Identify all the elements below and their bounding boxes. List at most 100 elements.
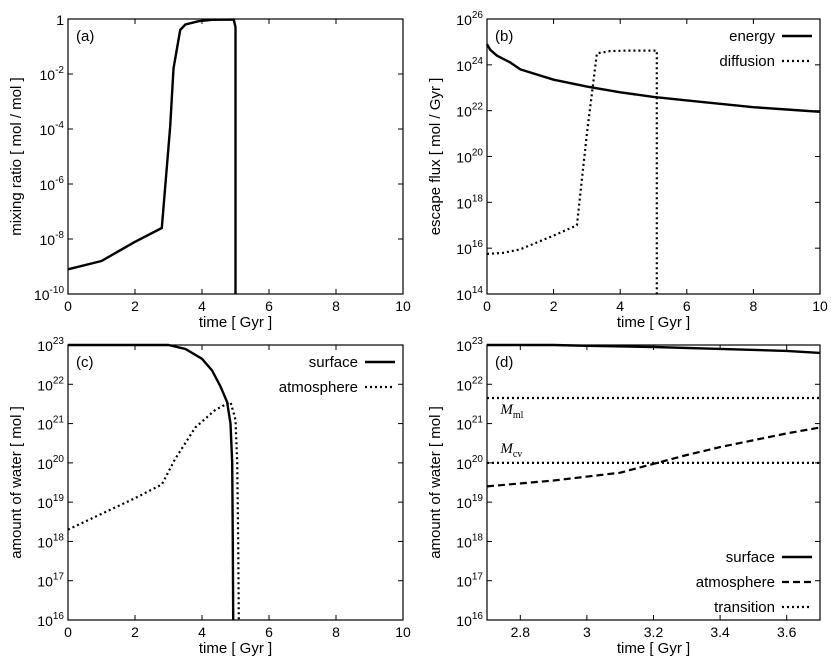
y-tick-label: 1016: [456, 611, 483, 629]
legend-label: atmosphere: [279, 379, 358, 396]
y-tick-label: 1022: [456, 375, 483, 393]
x-tick-label: 8: [332, 624, 340, 640]
y-tick-base: 10: [40, 232, 56, 248]
y-tick-base: 10: [456, 574, 472, 590]
annotation-label: Mml: [499, 402, 523, 421]
x-tick-label: 10: [812, 298, 828, 314]
annotation-symbol: M: [499, 441, 514, 457]
y-tick-exponent: 17: [53, 572, 65, 583]
annotation-subscript: ml: [513, 410, 524, 421]
y-tick-label: 1024: [456, 56, 483, 74]
series-energy-line: [485, 43, 821, 113]
y-tick-exponent: 26: [472, 10, 484, 21]
series-diffusion-line: [486, 49, 658, 294]
y-tick-label: 1019: [37, 493, 64, 511]
y-tick-exponent: 22: [472, 375, 484, 386]
x-tick-label: 2: [550, 298, 558, 314]
legend-label: diffusion: [719, 53, 775, 70]
y-tick-exponent: 20: [472, 454, 484, 465]
y-axis-title: amount of water [ mol ]: [8, 406, 25, 559]
panel-d: 2.8 3 3.2 3.4 3.6101610171018101910201021102…: [427, 336, 821, 657]
y-tick-exponent: 16: [53, 611, 65, 622]
y-tick-base: 10: [40, 177, 56, 193]
y-tick-base: 10: [456, 338, 472, 354]
y-tick-label: 1022: [37, 375, 64, 393]
y-tick-label: 1: [56, 12, 64, 28]
y-tick-exponent: 18: [53, 532, 65, 543]
x-tick-label: 3.6: [777, 624, 797, 640]
y-tick-base: 10: [37, 456, 53, 472]
y-tick-exponent: 14: [472, 285, 484, 296]
panel-label: (b): [495, 28, 513, 45]
y-tick-base: 10: [456, 534, 472, 550]
y-tick-base: 10: [37, 338, 53, 354]
y-tick-label: 1022: [456, 102, 483, 120]
legend-label: atmosphere: [696, 574, 775, 591]
x-axis-title: time [ Gyr ]: [199, 314, 272, 331]
x-tick-label: 10: [395, 624, 411, 640]
series-atmosphere-line: [67, 400, 240, 621]
legend-label: transition: [714, 599, 775, 616]
y-tick-exponent: 16: [472, 239, 484, 250]
y-tick-exponent: 24: [472, 56, 484, 67]
y-tick-label: 1023: [37, 336, 64, 354]
x-tick-label: 3.4: [710, 624, 730, 640]
y-tick-label: 1017: [37, 572, 64, 590]
y-tick-label: 1018: [456, 532, 483, 550]
y-tick-label: 1016: [456, 239, 483, 257]
x-tick-label: 3: [583, 624, 591, 640]
series-surface-line: [487, 343, 821, 355]
y-tick-exponent: 21: [472, 415, 484, 426]
x-tick-label: 2: [131, 298, 139, 314]
y-tick-label: 1021: [456, 415, 483, 433]
y-tick-base: 10: [37, 534, 53, 550]
y-tick-exponent: -8: [55, 230, 64, 241]
y-tick-label: 10-2: [40, 65, 65, 83]
y-axis-title: mixing ratio [ mol / mol ]: [8, 77, 25, 235]
y-tick-exponent: -6: [55, 175, 64, 186]
y-tick-base: 10: [456, 195, 472, 211]
y-tick-base: 10: [40, 67, 56, 83]
x-tick-label: 8: [332, 298, 340, 314]
y-tick-exponent: 21: [53, 415, 65, 426]
y-tick-exponent: 22: [53, 375, 65, 386]
y-tick-base: 10: [456, 58, 472, 74]
y-tick-base: 10: [37, 377, 53, 393]
y-tick-base: 10: [37, 495, 53, 511]
y-tick-base: 10: [456, 150, 472, 166]
y-tick-exponent: -4: [55, 120, 64, 131]
legend-label: surface: [726, 549, 775, 566]
y-tick-label: 1016: [37, 611, 64, 629]
y-tick-label: 1020: [37, 454, 64, 472]
y-tick-label: 1020: [456, 148, 483, 166]
x-tick-label: 6: [265, 624, 273, 640]
y-tick-label: 1018: [37, 532, 64, 550]
series-mixing-ratio-line: [67, 18, 237, 294]
y-tick-base: 10: [37, 613, 53, 629]
y-tick-base: 10: [456, 613, 472, 629]
x-axis-title: time [ Gyr ]: [617, 640, 690, 657]
y-tick-label: 1020: [456, 454, 483, 472]
y-tick-base: 10: [456, 104, 472, 120]
x-tick-label: 2.8: [511, 624, 531, 640]
y-tick-base: 10: [40, 122, 56, 138]
y-axis-title: amount of water [ mol ]: [427, 406, 444, 559]
y-tick-exponent: 23: [472, 336, 484, 347]
y-tick-exponent: -2: [55, 65, 64, 76]
legend-label: surface: [309, 354, 358, 371]
annotation-label: Mcv: [499, 441, 522, 460]
y-axis-title: escape flux [ mol / Gyr ]: [427, 78, 444, 236]
series-atmosphere-line: [486, 426, 821, 488]
x-tick-label: 0: [64, 298, 72, 314]
annotation-subscript: cv: [513, 449, 522, 460]
x-axis-title: time [ Gyr ]: [617, 314, 690, 331]
y-tick-label: 10-8: [40, 230, 65, 248]
x-tick-label: 10: [395, 298, 411, 314]
x-tick-label: 4: [198, 624, 206, 640]
x-axis-title: time [ Gyr ]: [199, 640, 272, 657]
panel-label: (a): [76, 28, 94, 45]
x-tick-label: 0: [483, 298, 491, 314]
y-tick-base: 10: [37, 574, 53, 590]
